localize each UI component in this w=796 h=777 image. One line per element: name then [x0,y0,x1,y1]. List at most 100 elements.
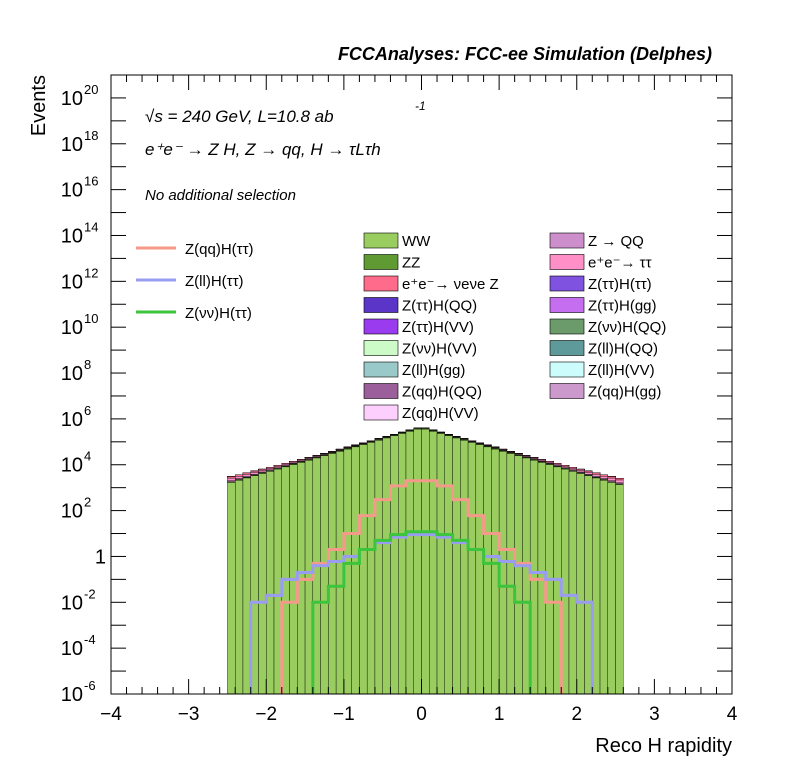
legend-swatch [363,318,399,335]
legend-swatch [549,232,585,249]
y-tick-exponent: -4 [84,632,96,647]
legend-swatch [363,232,399,249]
y-tick-label: 10 -2 [61,586,96,614]
y-tick-exponent: 16 [84,174,98,189]
y-tick-label: 10 4 [61,449,91,477]
x-tick-label: 4 [727,704,738,725]
legend-swatch [549,340,585,356]
legend-swatch [549,361,585,378]
y-tick-exponent: -6 [84,678,96,693]
histogram-bar [561,466,570,468]
histogram-bar [452,437,461,695]
y-tick-mantissa: 10 [61,638,83,660]
histogram-bar [568,471,577,695]
histogram-bar [390,435,399,695]
legend-swatch [549,254,585,270]
legend-entry: Z(qq)H(QQ) [402,384,482,401]
y-tick-label: 10 12 [61,265,99,293]
histogram-bar [429,431,438,695]
y-tick-mantissa: 10 [61,134,83,156]
x-tick-label: −1 [333,704,355,725]
legend-entry: e⁺e⁻→ ττ [588,255,652,272]
y-tick-exponent: 8 [84,357,91,372]
histogram-bar [398,433,407,695]
histogram-bar [234,474,244,477]
x-tick-label: 2 [571,704,582,725]
legend-swatch [549,318,585,335]
y-tick-exponent: 12 [84,265,98,280]
legend-swatch [549,383,585,399]
legend-entry: Z(ττ)H(QQ) [402,298,477,315]
histogram-bar [599,476,608,479]
histogram-bar [592,474,601,477]
histogram-bar [328,453,337,695]
y-tick-exponent: 20 [84,82,98,97]
energy-luminosity-label: √s = 240 GeV, L=10.8 ab [145,107,334,126]
x-tick-label: 1 [494,704,505,725]
legend-swatch [363,297,399,313]
y-tick-mantissa: 10 [61,455,83,477]
x-tick-label: 0 [416,704,427,725]
histogram-bar [514,455,523,695]
y-tick-exponent: 4 [84,449,91,464]
histogram-bar [607,477,616,481]
stacked-histogram [227,427,624,695]
histogram-bar [576,470,585,473]
histogram-bar [374,440,383,695]
legend-swatch [549,275,585,292]
signal-lines [249,479,594,694]
histogram-bar [483,446,492,695]
y-tick-exponent: 2 [84,495,91,510]
histogram-bar [273,466,282,468]
x-tick-label: −2 [255,704,277,725]
legend-swatch [363,383,399,399]
histogram-bar [234,480,244,695]
histogram-bar [568,468,577,471]
histogram-bar [607,482,616,695]
legend-entry: Z(ll)H(QQ) [588,341,658,358]
signal-line [249,533,594,694]
y-tick-exponent: 14 [84,219,98,234]
y-tick-label: 10 -6 [61,678,96,706]
y-tick-label: 10 8 [61,357,91,385]
legend-entry: Z → QQ [588,233,644,250]
histogram-bar [615,478,624,481]
legend-entry: Z(ll)H(gg) [402,362,465,379]
legend-swatch [363,361,399,378]
legend-swatch [549,297,585,313]
legend-entry: WW [402,233,431,250]
y-tick-mantissa: 10 [61,271,83,293]
legend-entry: Z(qq)H(ττ) [185,241,254,258]
histogram-bar [475,444,484,695]
y-tick-mantissa: 10 [61,317,83,339]
y-tick-mantissa: 10 [61,225,83,247]
legend-swatch [363,275,399,292]
histogram-bar [258,473,267,695]
histogram-bar [607,476,616,479]
y-tick-exponent: 18 [84,128,98,143]
legend-entry: Z(νν)H(VV) [402,341,477,358]
histogram-bar [592,472,601,475]
histogram-bar [506,453,515,695]
histogram-bar [599,474,608,477]
legend-entry: ZZ [402,255,420,272]
histogram-bar [405,431,414,695]
y-tick-mantissa: 10 [61,684,83,706]
histogram-bar [320,455,329,695]
legend-entry: Z(ll)H(ττ) [185,273,244,290]
histogram-bar [467,442,477,695]
legend: Z(qq)H(ττ) Z(ll)H(ττ) Z(νν)H(ττ) WW ZZ e⁺e⁻→ … [136,232,666,422]
y-tick-label: 10 6 [61,403,91,431]
y-tick-label: 10 10 [61,311,99,339]
y-tick-mantissa: 10 [61,501,83,523]
y-tick-exponent: 6 [84,403,91,418]
y-tick-exponent: -2 [84,586,96,601]
x-axis-label: Reco H rapidity [595,735,732,757]
y-tick-mantissa: 10 [61,88,83,110]
legend-entry: Z(ll)H(VV) [588,362,655,379]
y-tick-label: 10 18 [61,128,99,156]
y-tick-label: 10 14 [61,219,99,247]
